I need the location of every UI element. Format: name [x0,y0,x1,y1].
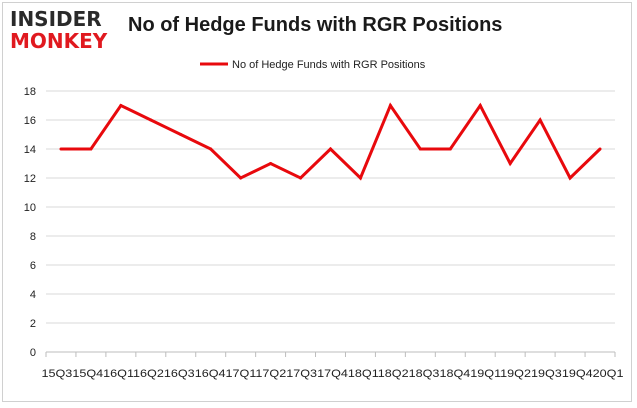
x-tick-label: 17Q3 [286,368,317,380]
data-point [508,162,512,165]
x-tick-label: 20Q1 [593,368,624,380]
x-tick-label: 18Q1 [348,368,379,380]
data-point [209,147,213,151]
y-tick-label: 18 [24,86,36,98]
series-layer [59,102,602,181]
x-axis-ticks: 15Q3 15Q4 16Q1 16Q2 16Q3 16Q4 17Q1 17Q2 17Q3 17Q4… [42,352,624,380]
x-tick-label: 18Q3 [409,368,440,380]
x-tick-label: 18Q2 [378,368,409,380]
x-tick-label: 17Q1 [226,368,257,380]
x-tick-label: 17Q4 [317,368,348,380]
data-point [598,147,602,151]
y-tick-label: 0 [30,347,36,359]
x-tick-label: 16Q1 [103,368,134,380]
data-point [149,118,153,122]
x-tick-label: 17Q2 [255,368,286,380]
legend-label: No of Hedge Funds with RGR Positions [232,59,426,71]
y-tick-label: 14 [24,144,36,156]
x-tick-label: 16Q4 [195,368,226,380]
data-point [478,104,482,107]
y-tick-label: 4 [30,289,36,301]
data-point [329,147,332,151]
gridlines [46,90,615,353]
chart-frame [2,2,632,402]
legend: No of Hedge Funds with RGR Positions [200,59,426,71]
data-point [119,104,123,107]
y-tick-label: 2 [30,318,36,330]
series-line [60,102,602,181]
x-tick-label: 16Q3 [164,368,195,380]
y-tick-label: 8 [30,231,36,243]
data-point [179,133,183,136]
y-tick-label: 16 [24,115,36,127]
insider-monkey-logo: INSIDER MONKEY [10,8,120,54]
x-tick-label: 19Q2 [500,368,531,380]
data-point [358,176,362,180]
x-tick-label: 19Q4 [562,368,593,380]
data-point [448,147,452,151]
data-point [388,104,392,107]
chart-title: No of Hedge Funds with RGR Positions [128,14,503,36]
data-point [269,162,273,165]
x-tick-label: 18Q4 [439,368,470,380]
x-tick-label: 19Q3 [531,368,562,380]
data-point [299,176,303,180]
logo-line-1: INSIDER [10,7,102,31]
data-point [239,176,243,180]
data-point [59,147,63,151]
x-tick-label: 15Q4 [72,368,103,380]
data-point [538,118,542,122]
data-point [568,176,572,180]
y-tick-label: 6 [30,260,36,272]
y-tick-label: 10 [24,202,36,214]
x-tick-label: 15Q3 [42,368,73,380]
data-point [89,147,93,151]
x-tick-label: 16Q2 [133,368,164,380]
x-tick-labels: 15Q3 15Q4 16Q1 16Q2 16Q3 16Q4 17Q1 17Q2 17Q3 17Q4… [42,368,624,380]
data-point [418,147,422,151]
y-axis-ticks: 0 2 4 6 8 10 12 14 16 18 [24,86,36,359]
x-tick-label: 19Q1 [470,368,501,380]
logo-line-2: MONKEY [10,29,108,53]
y-tick-label: 12 [24,173,36,185]
